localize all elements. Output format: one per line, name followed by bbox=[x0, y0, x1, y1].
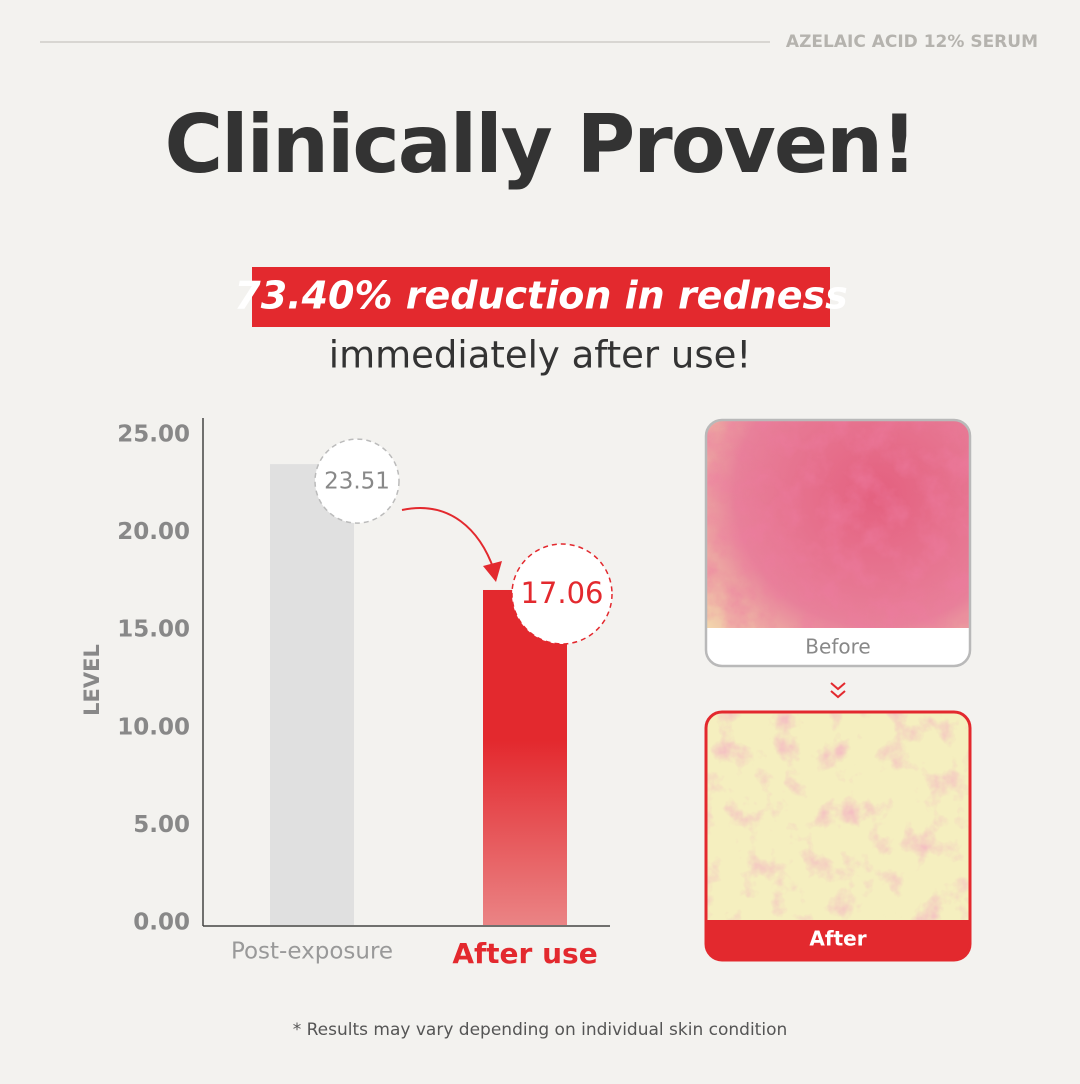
value-label: 17.06 bbox=[520, 576, 603, 610]
change-arrowhead bbox=[483, 561, 502, 582]
before-texture bbox=[706, 420, 970, 666]
before-label-bg bbox=[706, 628, 970, 666]
y-tick-label: 0.00 bbox=[133, 910, 190, 936]
after-label-bg bbox=[706, 920, 970, 960]
x-tick-label: After use bbox=[452, 937, 597, 970]
y-tick-label: 5.00 bbox=[133, 812, 190, 838]
x-tick-label: Post-exposure bbox=[231, 939, 393, 965]
highlight: 73.40% reduction in redness bbox=[234, 274, 847, 318]
bar bbox=[270, 464, 354, 925]
value-bubble bbox=[314, 438, 400, 524]
change-arrow bbox=[401, 507, 495, 571]
before-label: Before bbox=[805, 635, 870, 659]
footnote: * Results may vary depending on individu… bbox=[293, 1020, 788, 1040]
down-chevron bbox=[830, 682, 846, 699]
subline: immediately after use! bbox=[329, 334, 751, 377]
bar bbox=[483, 589, 567, 925]
chart: 0.00 5.00 10.00 15.00 20.00 25.00 LEVEL Post-ex… bbox=[80, 418, 613, 970]
value-label: 23.51 bbox=[324, 469, 390, 495]
after-label: After bbox=[809, 927, 866, 951]
y-tick-label: 10.00 bbox=[117, 714, 190, 740]
before-image: Before bbox=[704, 418, 972, 668]
y-tick-label: 20.00 bbox=[117, 519, 190, 545]
highlight-box bbox=[252, 267, 830, 327]
before-frame bbox=[704, 418, 972, 668]
after-image: After bbox=[704, 710, 972, 962]
y-tick-label: 15.00 bbox=[117, 617, 190, 643]
headline: Clinically Proven! bbox=[164, 98, 915, 191]
y-axis-label: LEVEL bbox=[80, 644, 104, 716]
after-texture bbox=[706, 712, 970, 960]
y-tick-label: 25.00 bbox=[117, 422, 190, 448]
value-bubble bbox=[511, 543, 613, 645]
after-frame bbox=[704, 710, 972, 962]
brand: AZELAIC ACID 12% SERUM bbox=[786, 32, 1038, 52]
